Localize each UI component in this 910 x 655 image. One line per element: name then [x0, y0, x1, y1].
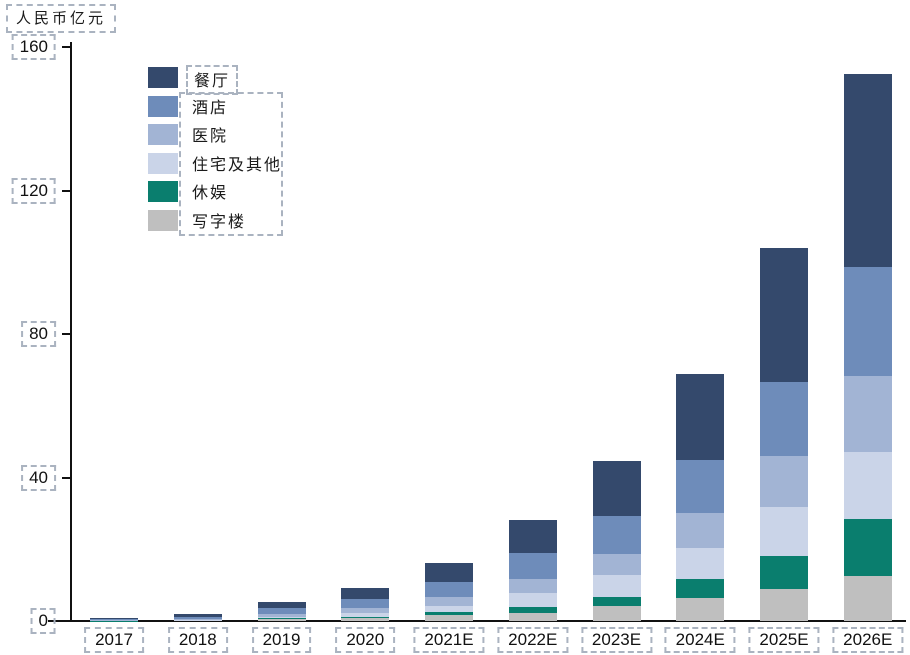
bar-segment-休娱 [760, 556, 808, 590]
bar-segment-住宅及其他 [425, 606, 473, 613]
legend-label: 休娱 [192, 183, 229, 202]
bar-segment-酒店 [257, 608, 306, 615]
bar-segment-酒店 [508, 553, 557, 580]
bar-segment-住宅及其他 [592, 575, 641, 597]
bar-segment-餐厅 [508, 520, 557, 554]
bar-segment-住宅及其他 [341, 613, 390, 618]
y-tick-mark [62, 620, 71, 622]
bar-segment-住宅及其他 [843, 451, 892, 520]
legend-label: 餐厅 [186, 65, 239, 95]
y-tick-label: 160 [11, 34, 56, 60]
bar-segment-写字楼 [760, 589, 808, 621]
x-tick-label: 2024E [664, 627, 736, 653]
bar-segment-餐厅 [592, 461, 641, 517]
bar-segment-写字楼 [676, 598, 725, 621]
bar-segment-餐厅 [341, 587, 390, 600]
bar-segment-餐厅 [676, 373, 725, 460]
legend-label: 医院 [192, 126, 229, 145]
bar-segment-休娱 [508, 607, 557, 614]
bar-segment-住宅及其他 [508, 593, 557, 607]
bar-segment-酒店 [592, 516, 641, 555]
bar-segment-休娱 [425, 612, 473, 616]
legend-swatch-icon [148, 152, 178, 174]
y-tick-label: 120 [11, 177, 56, 204]
x-tick-label: 2020 [335, 627, 396, 653]
bar-segment-休娱 [843, 519, 892, 577]
x-tick-label: 2022E [497, 627, 569, 653]
bar-segment-医院 [676, 513, 725, 549]
bar-segment-餐厅 [173, 613, 222, 617]
x-tick-label: 2023E [580, 627, 653, 653]
bar-segment-餐厅 [90, 618, 138, 620]
y-tick-mark [62, 333, 71, 335]
bar-segment-写字楼 [341, 618, 390, 621]
bar-segment-酒店 [341, 599, 390, 609]
x-tick-label: 2021E [413, 627, 485, 653]
bar-segment-餐厅 [425, 563, 473, 583]
bar-segment-餐厅 [843, 73, 892, 268]
y-tick-label: 0 [30, 608, 56, 634]
legend-label: 写字楼 [192, 211, 247, 231]
bar-segment-写字楼 [843, 576, 892, 621]
x-tick-label: 2019 [251, 627, 312, 653]
bar-segment-医院 [843, 375, 892, 452]
y-axis-title: 人民币亿元 [6, 4, 117, 33]
bar-segment-休娱 [341, 617, 390, 619]
bar-segment-写字楼 [592, 605, 641, 621]
x-axis-line [48, 620, 906, 622]
bar-segment-医院 [760, 456, 808, 508]
x-tick-label: 2017 [84, 627, 144, 653]
bar-segment-住宅及其他 [257, 617, 306, 619]
bar-segment-医院 [341, 608, 390, 614]
bar-segment-休娱 [676, 579, 725, 599]
bar-segment-医院 [425, 597, 473, 607]
bar-segment-酒店 [843, 267, 892, 376]
y-axis-line [70, 42, 72, 622]
bar-segment-休娱 [257, 618, 306, 620]
x-tick-label: 2025E [748, 627, 820, 653]
legend-swatch-icon [148, 181, 178, 202]
bar-segment-医院 [173, 618, 222, 620]
bar-segment-写字楼 [173, 620, 222, 621]
legend-label: 酒店 [192, 97, 229, 117]
bar-segment-酒店 [173, 616, 222, 619]
bar-segment-医院 [592, 554, 641, 576]
bar-segment-酒店 [90, 619, 138, 621]
y-tick-label: 40 [21, 464, 56, 491]
y-tick-label: 80 [21, 321, 56, 347]
x-tick-label: 2018 [167, 627, 228, 653]
bar-segment-餐厅 [257, 601, 306, 609]
legend-label: 住宅及其他 [192, 154, 283, 174]
bar-segment-住宅及其他 [676, 548, 725, 580]
y-tick-mark [62, 476, 71, 479]
bar-segment-酒店 [760, 381, 808, 457]
y-tick-mark [62, 189, 71, 192]
y-tick-mark [62, 46, 71, 48]
legend-swatch-icon [148, 124, 178, 145]
bar-segment-医院 [257, 614, 306, 618]
bar-segment-住宅及其他 [760, 507, 808, 557]
x-tick-label: 2026E [832, 627, 904, 653]
bar-segment-休娱 [592, 596, 641, 606]
bar-segment-休娱 [173, 620, 222, 621]
bar-segment-住宅及其他 [173, 619, 222, 621]
bar-segment-写字楼 [257, 619, 306, 621]
legend-swatch-icon [148, 209, 178, 231]
bar-segment-写字楼 [508, 613, 557, 621]
bar-segment-医院 [508, 579, 557, 593]
bar-segment-酒店 [425, 582, 473, 598]
bar-segment-酒店 [676, 459, 725, 514]
legend-swatch-icon [148, 67, 178, 88]
bar-segment-住宅及其他 [90, 620, 138, 621]
bar-segment-医院 [90, 620, 138, 621]
bar-segment-写字楼 [425, 615, 473, 621]
legend-swatch-icon [148, 95, 178, 117]
bar-segment-餐厅 [760, 248, 808, 382]
